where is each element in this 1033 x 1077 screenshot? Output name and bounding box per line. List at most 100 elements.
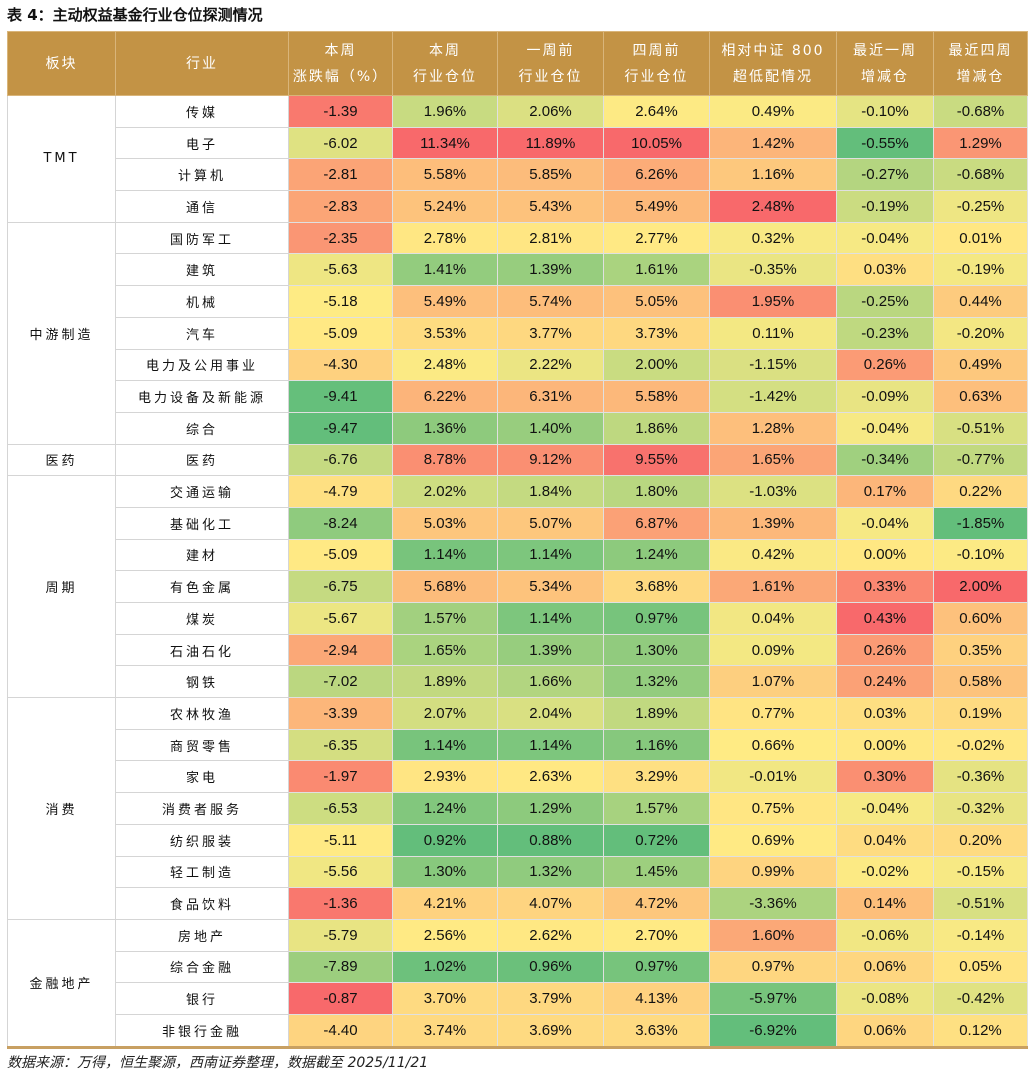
value-cell: -0.04% bbox=[836, 221, 934, 255]
value-cell: 2.64% bbox=[603, 95, 710, 128]
value-cell: 6.26% bbox=[603, 158, 710, 192]
value-cell: 0.66% bbox=[709, 728, 837, 762]
value-cell: 1.39% bbox=[709, 506, 837, 540]
industry-cell: 建材 bbox=[115, 538, 289, 572]
value-cell: -0.10% bbox=[836, 95, 934, 128]
value-cell: -5.11 bbox=[288, 823, 393, 857]
value-cell: 1.60% bbox=[709, 918, 837, 952]
value-cell: -0.51% bbox=[933, 887, 1028, 920]
value-cell: 2.06% bbox=[497, 95, 604, 128]
value-cell: -0.02% bbox=[933, 728, 1028, 762]
value-cell: -1.97 bbox=[288, 760, 393, 794]
table-row: 综合金融 -7.89 1.02% 0.96% 0.97% 0.97% 0.06% 0.05% bbox=[8, 950, 1028, 984]
value-cell: -1.15% bbox=[709, 348, 837, 382]
value-cell: 1.07% bbox=[709, 665, 837, 699]
value-cell: -1.42% bbox=[709, 380, 837, 413]
column-header-line: 本周 bbox=[429, 42, 461, 59]
value-cell: 1.36% bbox=[392, 411, 498, 445]
sector-cell: 周期 bbox=[7, 475, 116, 699]
value-cell: -6.75 bbox=[288, 570, 393, 603]
value-cell: 3.29% bbox=[603, 760, 710, 794]
value-cell: 1.16% bbox=[603, 728, 710, 762]
value-cell: 8.78% bbox=[392, 443, 498, 477]
industry-cell: 家电 bbox=[115, 760, 289, 794]
industry-cell: 电力设备及新能源 bbox=[115, 380, 289, 413]
industry-cell: 纺织服装 bbox=[115, 823, 289, 857]
value-cell: 0.06% bbox=[836, 1013, 934, 1048]
value-cell: -9.47 bbox=[288, 411, 393, 445]
value-cell: 3.74% bbox=[392, 1013, 498, 1048]
column-header-line: 涨跌幅（%） bbox=[292, 68, 389, 85]
industry-cell: 石油石化 bbox=[115, 633, 289, 667]
value-cell: 0.44% bbox=[933, 285, 1028, 318]
value-cell: 2.00% bbox=[933, 570, 1028, 603]
value-cell: 0.04% bbox=[709, 602, 837, 635]
industry-cell: 通信 bbox=[115, 190, 289, 223]
value-cell: 0.03% bbox=[836, 697, 934, 730]
value-cell: -9.41 bbox=[288, 380, 393, 413]
value-cell: -0.35% bbox=[709, 253, 837, 287]
value-cell: -0.51% bbox=[933, 411, 1028, 445]
value-cell: -0.15% bbox=[933, 855, 1028, 889]
value-cell: 0.92% bbox=[392, 823, 498, 857]
value-cell: -5.18 bbox=[288, 285, 393, 318]
value-cell: 5.58% bbox=[392, 158, 498, 192]
value-cell: 0.00% bbox=[836, 538, 934, 572]
industry-cell: 医药 bbox=[115, 443, 289, 477]
value-cell: -0.19% bbox=[933, 253, 1028, 287]
value-cell: -6.92% bbox=[709, 1013, 837, 1048]
industry-cell: 钢铁 bbox=[115, 665, 289, 699]
value-cell: -5.67 bbox=[288, 602, 393, 635]
value-cell: -0.02% bbox=[836, 855, 934, 889]
value-cell: 0.69% bbox=[709, 823, 837, 857]
value-cell: 11.34% bbox=[392, 126, 498, 160]
value-cell: 10.05% bbox=[603, 126, 710, 160]
value-cell: -4.79 bbox=[288, 475, 393, 508]
value-cell: 0.75% bbox=[709, 792, 837, 825]
value-cell: 1.02% bbox=[392, 950, 498, 984]
value-cell: 0.63% bbox=[933, 380, 1028, 413]
table-row: 商贸零售 -6.35 1.14% 1.14% 1.16% 0.66% 0.00% -0.02% bbox=[8, 728, 1028, 762]
sector-cell: 中游制造 bbox=[7, 221, 116, 445]
value-cell: 1.30% bbox=[603, 633, 710, 667]
value-cell: -0.08% bbox=[836, 982, 934, 1015]
value-cell: -5.09 bbox=[288, 316, 393, 350]
table-row: 周期 交通运输 -4.79 2.02% 1.84% 1.80% -1.03% 0.17% 0.2… bbox=[7, 475, 1028, 699]
value-cell: -3.39 bbox=[288, 697, 393, 730]
value-cell: -4.30 bbox=[288, 348, 393, 382]
industry-cell: 食品饮料 bbox=[115, 887, 289, 920]
value-cell: 3.73% bbox=[603, 316, 710, 350]
value-cell: -5.97% bbox=[709, 982, 837, 1015]
column-header-line: 板块 bbox=[45, 55, 78, 72]
value-cell: 0.06% bbox=[836, 950, 934, 984]
table-row: 消费者服务 -6.53 1.24% 1.29% 1.57% 0.75% -0.04% -0.3… bbox=[8, 792, 1028, 825]
value-cell: 1.95% bbox=[709, 285, 837, 318]
value-cell: -0.23% bbox=[836, 316, 934, 350]
value-cell: 1.14% bbox=[497, 602, 604, 635]
column-header: 相对中证 800 超低配情况 bbox=[709, 31, 837, 96]
value-cell: 0.33% bbox=[836, 570, 934, 603]
value-cell: 0.11% bbox=[709, 316, 837, 350]
table-row: 电力设备及新能源 -9.41 6.22% 6.31% 5.58% -1.42% -0.09%… bbox=[8, 380, 1028, 413]
industry-cell: 银行 bbox=[115, 982, 289, 1015]
value-cell: -4.40 bbox=[288, 1013, 393, 1048]
value-cell: -5.79 bbox=[288, 918, 393, 952]
table-row: 汽车 -5.09 3.53% 3.77% 3.73% 0.11% -0.23% -0.20% bbox=[8, 316, 1028, 350]
value-cell: 9.12% bbox=[497, 443, 604, 477]
value-cell: -8.24 bbox=[288, 506, 393, 540]
value-cell: 5.05% bbox=[603, 285, 710, 318]
industry-position-table: 板块 行业 本周 涨跌幅（%） 本周 行业仓位 一周前 行业仓位 四周前 行业仓位 相对中证 800… bbox=[7, 31, 1028, 1049]
column-header-line: 行业 bbox=[186, 55, 218, 72]
value-cell: 0.04% bbox=[836, 823, 934, 857]
value-cell: 0.22% bbox=[933, 475, 1028, 508]
table-row: 建筑 -5.63 1.41% 1.39% 1.61% -0.35% 0.03% -0.19% bbox=[8, 253, 1028, 287]
value-cell: -1.39 bbox=[288, 95, 393, 128]
value-cell: 2.00% bbox=[603, 348, 710, 382]
value-cell: 3.70% bbox=[392, 982, 498, 1015]
table-row: 金融地产 房地产 -5.79 2.56% 2.62% 2.70% 1.60% -0.06% -0… bbox=[7, 918, 1028, 1048]
column-header-line: 本周 bbox=[324, 42, 357, 59]
value-cell: -0.68% bbox=[933, 158, 1028, 192]
table-title: 表 4：主动权益基金行业仓位探测情况 bbox=[7, 6, 263, 24]
value-cell: 1.61% bbox=[709, 570, 837, 603]
table-row: 家电 -1.97 2.93% 2.63% 3.29% -0.01% 0.30% -0.36% bbox=[8, 760, 1028, 794]
